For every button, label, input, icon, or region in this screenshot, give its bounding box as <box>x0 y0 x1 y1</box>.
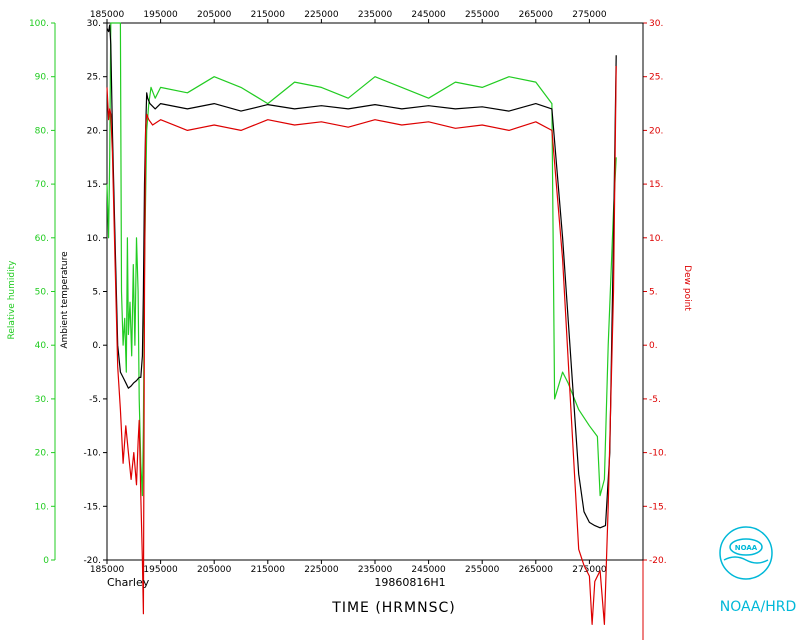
rh-tick-label: 70. <box>35 180 49 190</box>
rh-tick-label: 30. <box>35 395 49 405</box>
dewpoint-tick-label: -20. <box>649 556 667 566</box>
x-tick-label-top: 235000 <box>358 10 393 20</box>
x-tick-label-bottom: 235000 <box>358 565 393 575</box>
noaa-logo-ring <box>719 526 773 580</box>
dewpoint-tick-label: -5. <box>649 395 661 405</box>
noaa-hrd-label: NOAA/HRD <box>720 599 797 615</box>
x-tick-label-bottom: 245000 <box>411 565 446 575</box>
dewpoint-tick-label: 10. <box>649 234 663 244</box>
x-tick-label-bottom: 265000 <box>519 565 554 575</box>
x-axis-title: TIME (HRMNSC) <box>331 600 455 616</box>
rh-tick-label: 10. <box>35 502 49 512</box>
x-tick-label-bottom: 195000 <box>143 565 178 575</box>
x-tick-label-top: 225000 <box>304 10 339 20</box>
rh-ticks: 0 10. 20. 30. 40. 50. 60. 70. 80. 90. 100. <box>29 19 55 566</box>
rh-tick-label: 60. <box>35 234 49 244</box>
x-tick-label-top: 255000 <box>465 10 500 20</box>
noaa-logo-text: NOAA <box>735 544 758 552</box>
series-layer <box>106 22 617 626</box>
dewpoint-tick-label: 20. <box>649 126 663 136</box>
noaa-logo: NOAA <box>719 526 773 580</box>
series-line-dew-point <box>106 65 617 626</box>
x-tick-label-top: 265000 <box>519 10 554 20</box>
dewpoint-tick-label: 5. <box>649 288 658 298</box>
series-line-relative-humidity <box>106 22 617 497</box>
temp-tick-label: -10. <box>83 449 101 459</box>
noaa-logo-wave-icon <box>723 556 769 564</box>
x-tick-label-bottom: 215000 <box>251 565 286 575</box>
rh-tick-label: 20. <box>35 449 49 459</box>
dewpoint-tick-label: 15. <box>649 180 663 190</box>
temp-tick-label: 10. <box>87 234 101 244</box>
x-tick-label-top: 215000 <box>251 10 286 20</box>
rh-axis-label: Relative humidity <box>7 260 17 340</box>
storm-name: Charley <box>107 576 150 589</box>
x-tick-label-bottom: 185000 <box>90 565 125 575</box>
dewpoint-tick-label: 30. <box>649 19 663 29</box>
temp-tick-label: -20. <box>83 556 101 566</box>
x-tick-label-bottom: 205000 <box>197 565 232 575</box>
temp-tick-label: 30. <box>87 19 101 29</box>
dewpoint-tick-label: 25. <box>649 73 663 83</box>
x-tick-label-top: 205000 <box>197 10 232 20</box>
series-line-ambient-temperature <box>106 24 617 529</box>
dewpoint-tick-label: -15. <box>649 502 667 512</box>
x-ticks: 185000 185000 195000 195000 205000 205000 2150… <box>90 10 607 575</box>
temp-tick-label: 0. <box>92 341 101 351</box>
temp-tick-label: 20. <box>87 126 101 136</box>
temp-tick-label: 5. <box>92 288 101 298</box>
rh-tick-label: 100. <box>29 19 49 29</box>
temp-ticks: -20. -15. -10. -5. 0. 5. 10. 15. 20. 25. 30. <box>83 19 107 566</box>
rh-tick-label: 80. <box>35 126 49 136</box>
dewpoint-tick-label: 0. <box>649 341 658 351</box>
x-tick-label-bottom: 225000 <box>304 565 339 575</box>
temp-axis-label: Ambient temperature <box>60 251 70 349</box>
temp-tick-label: -15. <box>83 502 101 512</box>
x-tick-label-top: 195000 <box>143 10 178 20</box>
flight-id: 19860816H1 <box>374 576 445 589</box>
x-tick-label-top: 275000 <box>572 10 607 20</box>
dew-ticks: -20. -15. -10. -5. 0. 5. 10. 15. 20. 25. 30. <box>643 19 667 566</box>
rh-tick-label: 90. <box>35 73 49 83</box>
rh-tick-label: 50. <box>35 288 49 298</box>
x-tick-label-top: 245000 <box>411 10 446 20</box>
x-tick-label-bottom: 255000 <box>465 565 500 575</box>
noaa-logo-bird-icon <box>729 538 763 556</box>
dewpoint-axis-label: Dew point <box>682 265 692 311</box>
rh-tick-label: 40. <box>35 341 49 351</box>
temp-tick-label: -5. <box>89 395 101 405</box>
temp-tick-label: 15. <box>87 180 101 190</box>
rh-tick-label: 0 <box>43 556 49 566</box>
dewpoint-tick-label: -10. <box>649 449 667 459</box>
x-tick-label-bottom: 275000 <box>572 565 607 575</box>
temp-tick-label: 25. <box>87 73 101 83</box>
x-tick-label-top: 185000 <box>90 10 125 20</box>
